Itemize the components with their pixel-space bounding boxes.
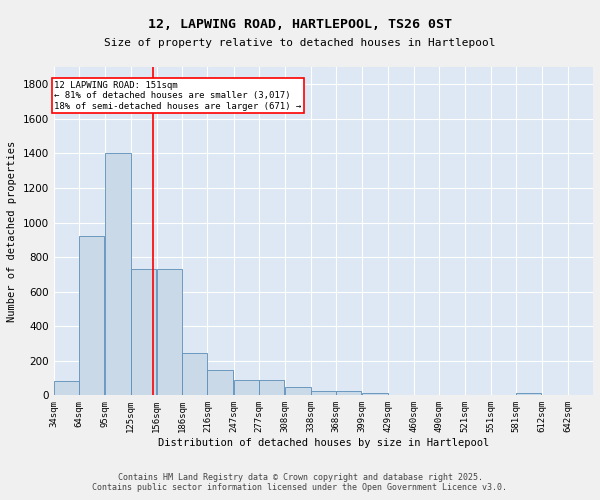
Bar (285, 386, 311, 396)
Bar (259, 380, 284, 396)
Bar (79, 236, 104, 396)
Text: Size of property relative to detached houses in Hartlepool: Size of property relative to detached ho… (104, 38, 496, 48)
Bar (208, 370, 233, 396)
Text: 12 LAPWING ROAD: 151sqm
← 81% of detached houses are smaller (3,017)
18% of semi: 12 LAPWING ROAD: 151sqm ← 81% of detache… (55, 81, 302, 110)
Bar (516, 393, 541, 396)
Text: 12, LAPWING ROAD, HARTLEPOOL, TS26 0ST: 12, LAPWING ROAD, HARTLEPOOL, TS26 0ST (148, 18, 452, 30)
Bar (439, 394, 464, 396)
Bar (234, 380, 259, 396)
Bar (157, 269, 182, 396)
Bar (336, 391, 361, 396)
Bar (105, 154, 131, 396)
X-axis label: Distribution of detached houses by size in Hartlepool: Distribution of detached houses by size … (158, 438, 489, 448)
Bar (131, 269, 156, 396)
Bar (311, 391, 336, 396)
Bar (362, 393, 388, 396)
Bar (388, 394, 413, 396)
Text: Contains HM Land Registry data © Crown copyright and database right 2025.
Contai: Contains HM Land Registry data © Crown c… (92, 473, 508, 492)
Y-axis label: Number of detached properties: Number of detached properties (7, 140, 17, 322)
Bar (182, 353, 208, 396)
Bar (414, 394, 439, 396)
Bar (53, 380, 79, 396)
